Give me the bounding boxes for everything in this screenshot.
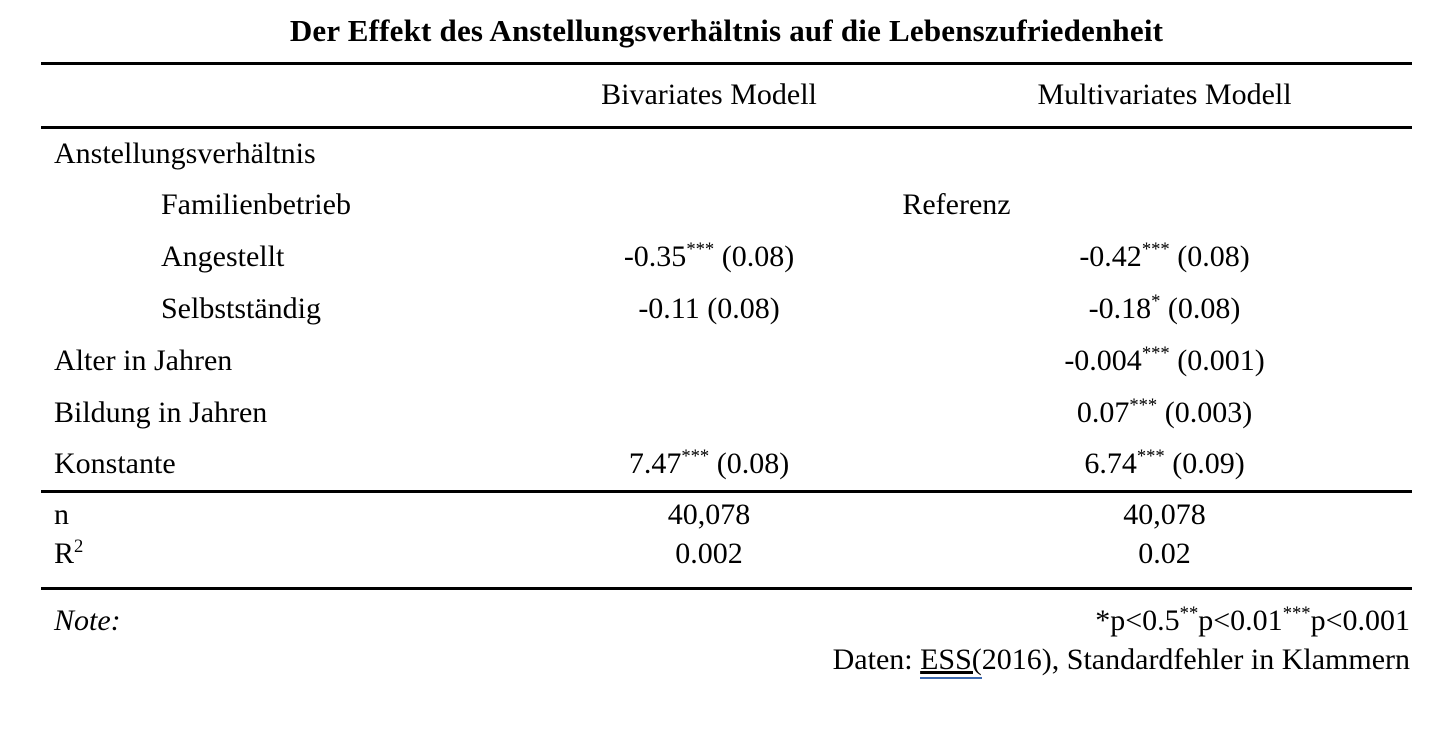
std-error: (0.08): [699, 292, 780, 325]
data-source-suffix: 2016), Standardfehler in Klammern: [981, 643, 1410, 677]
row-label: R2: [41, 536, 501, 590]
table-row: Konstante 7.47*** (0.08) 6.74*** (0.09): [41, 439, 1412, 493]
stats-row-n: n 40,078 40,078: [41, 491, 1412, 537]
coef: -0.35: [623, 240, 687, 273]
ess-link[interactable]: ESS(: [920, 644, 982, 679]
table-row: Familienbetrieb Referenz: [41, 179, 1412, 231]
cell-multivariate: -0.18* (0.08): [917, 283, 1412, 335]
sig-level-1: *p<0.5: [1095, 604, 1180, 637]
significance-stars: ***: [1141, 239, 1170, 260]
data-source-prefix: Daten:: [832, 643, 921, 677]
cell-multivariate: [917, 127, 1412, 179]
coef: 7.47: [628, 447, 682, 481]
cell-reference-span: Referenz: [902, 188, 1011, 221]
col-header-bivariate: Bivariates Modell: [501, 65, 917, 129]
row-label: Familienbetrieb: [161, 188, 351, 221]
cell-bivariate: 40,078: [667, 497, 751, 531]
cell-multivariate: 0.02: [917, 537, 1412, 590]
std-error: (0.08): [714, 240, 795, 273]
coef: 6.74: [1084, 447, 1137, 481]
std-error: (0.003): [1157, 396, 1253, 429]
cell-bivariate: [501, 335, 917, 387]
cell-multivariate: 6.74*** (0.09): [917, 439, 1412, 493]
cell-bivariate: -0.11 (0.08): [501, 283, 917, 335]
significance-stars: ***: [681, 446, 710, 468]
cell-bivariate: [501, 387, 917, 439]
significance-stars: **: [1179, 603, 1199, 624]
stats-row-r2: R2 0.002 0.02: [41, 536, 1412, 590]
std-error: (0.08): [1160, 292, 1241, 325]
table-row: Selbstständig -0.11 (0.08) -0.18* (0.08): [41, 283, 1412, 335]
col-header-multivariate: Multivariates Modell: [917, 65, 1412, 129]
table-header: Bivariates Modell Multivariates Modell: [41, 65, 1412, 129]
row-label: Bildung in Jahren: [54, 396, 268, 429]
coef: -0.42: [1079, 240, 1142, 273]
significance-stars: ***: [1136, 446, 1165, 468]
r2-exponent: 2: [74, 536, 84, 557]
row-label: Selbstständig: [161, 292, 322, 325]
row-label: Konstante: [41, 439, 501, 493]
regression-table-document: Der Effekt des Anstellungsverhältnis auf…: [41, 0, 1412, 684]
cell-bivariate: -0.35*** (0.08): [501, 231, 917, 283]
header-empty-cell: [41, 65, 501, 129]
cell-multivariate: -0.004*** (0.001): [917, 335, 1412, 387]
table-row: Alter in Jahren -0.004*** (0.001): [41, 335, 1412, 387]
table-body: Anstellungsverhältnis Familienbetrieb Re…: [41, 127, 1412, 684]
significance-stars: ***: [1129, 395, 1158, 416]
row-label: n: [54, 497, 69, 531]
regression-table: Bivariates Modell Multivariates Modell A…: [41, 65, 1412, 684]
significance-stars: ***: [1282, 603, 1311, 624]
std-error: (0.09): [1164, 447, 1245, 481]
sig-level-2: p<0.01: [1198, 604, 1283, 637]
std-error: (0.001): [1169, 344, 1265, 377]
significance-stars: ***: [1141, 343, 1170, 364]
cell-multivariate: -0.42*** (0.08): [917, 231, 1412, 283]
r2-base: R: [54, 537, 75, 570]
coef: 0.07: [1076, 396, 1130, 429]
header-row: Bivariates Modell Multivariates Modell: [41, 65, 1412, 129]
row-label: Angestellt: [161, 240, 285, 273]
data-source-text: Daten: ESS(2016), Standardfehler in Klam…: [41, 638, 1412, 684]
coef: -0.11: [638, 292, 700, 325]
cell-multivariate: 40,078: [1123, 497, 1206, 531]
sig-level-3: p<0.001: [1310, 604, 1410, 637]
data-source-row: Daten: ESS(2016), Standardfehler in Klam…: [41, 638, 1412, 684]
table-row: Bildung in Jahren 0.07*** (0.003): [41, 387, 1412, 439]
std-error: (0.08): [709, 447, 790, 481]
row-label: Anstellungsverhältnis: [54, 136, 316, 170]
note-row: Note: *p<0.5**p<0.01***p<0.001: [41, 589, 1412, 639]
coef: -0.18: [1088, 292, 1152, 325]
coef: -0.004: [1064, 344, 1142, 377]
note-label: Note:: [54, 604, 121, 637]
row-label: Alter in Jahren: [54, 344, 233, 377]
significance-legend: *p<0.5**p<0.01***p<0.001: [501, 589, 1412, 639]
cell-bivariate: 7.47*** (0.08): [501, 439, 917, 493]
cell-multivariate: 0.07*** (0.003): [917, 387, 1412, 439]
table-title: Der Effekt des Anstellungsverhältnis auf…: [41, 0, 1412, 65]
table-row: Anstellungsverhältnis: [41, 127, 1412, 179]
table-row: Angestellt -0.35*** (0.08) -0.42*** (0.0…: [41, 231, 1412, 283]
significance-stars: ***: [686, 239, 715, 260]
cell-bivariate: 0.002: [501, 537, 917, 590]
std-error: (0.08): [1169, 240, 1250, 273]
significance-stars: *: [1151, 291, 1161, 312]
cell-bivariate: [501, 127, 917, 179]
